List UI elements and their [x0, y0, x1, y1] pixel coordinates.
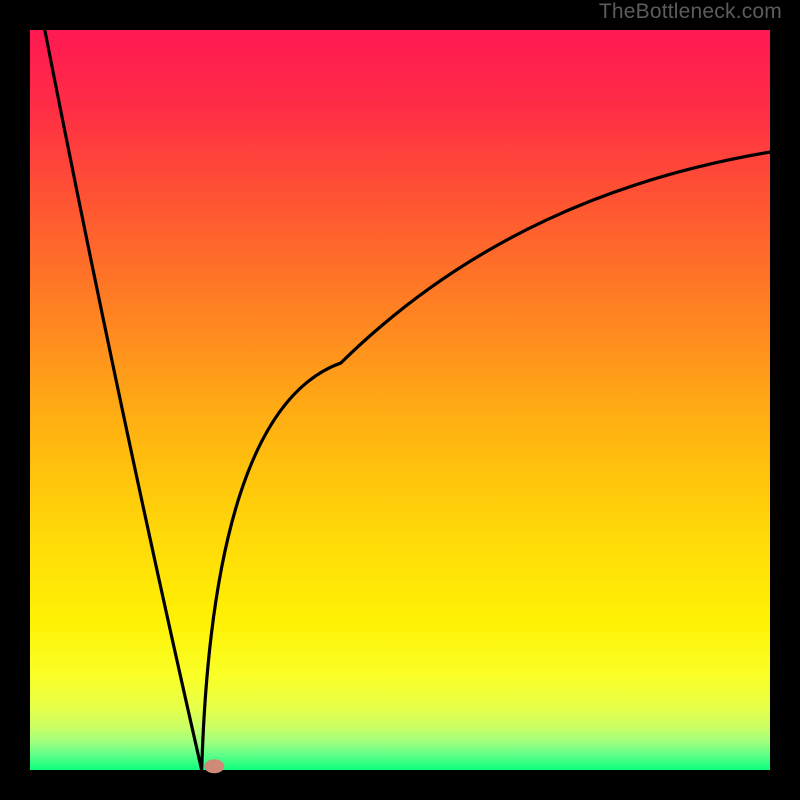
chart-canvas: [0, 0, 800, 800]
watermark-text: TheBottleneck.com: [599, 0, 782, 24]
minimum-marker: [204, 759, 224, 773]
plot-background: [30, 30, 770, 770]
bottleneck-chart: TheBottleneck.com: [0, 0, 800, 800]
